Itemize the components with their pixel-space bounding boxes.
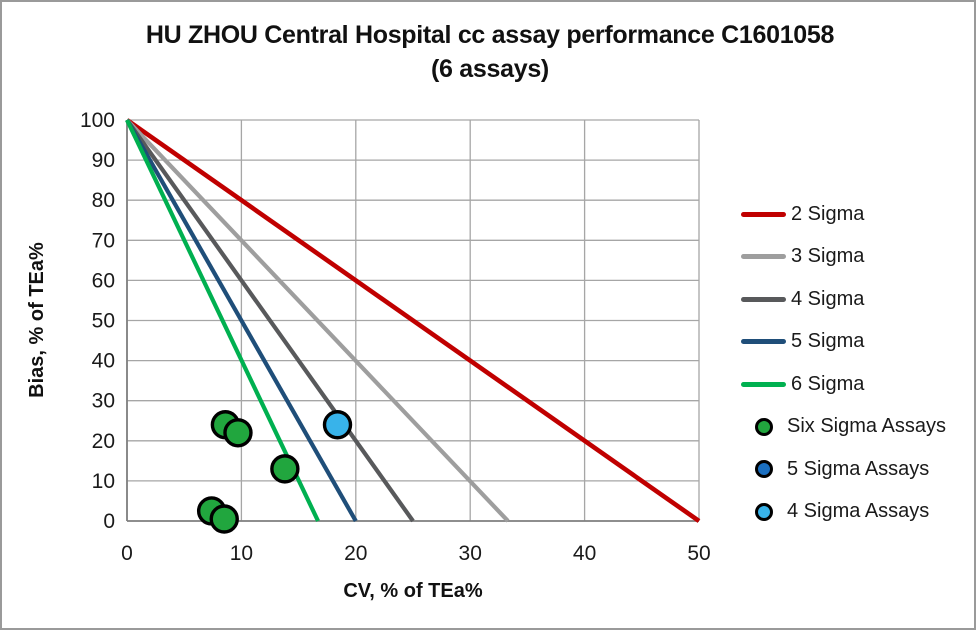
chart-title-line1: HU ZHOU Central Hospital cc assay perfor… — [145, 21, 835, 49]
legend-label-six-sigma-assays: Six Sigma Assays — [787, 415, 946, 438]
legend-label-5-sigma-assays: 5 Sigma Assays — [787, 457, 930, 480]
data-point-4-sigma-assays — [322, 410, 353, 440]
legend-label-2-sigma: 2 Sigma — [791, 202, 865, 225]
x-tick-label: 0 — [121, 542, 133, 565]
y-tick-label: 100 — [80, 109, 115, 132]
legend-label-4-sigma-assays: 4 Sigma Assays — [787, 500, 930, 523]
y-tick-label: 50 — [92, 310, 115, 333]
legend-item-6-sigma: 6 Sigma — [741, 363, 946, 406]
legend-marker-5-sigma-assays — [755, 460, 773, 479]
legend-item-4-sigma: 4 Sigma — [741, 278, 946, 321]
legend-item-4-sigma-assays: 4 Sigma Assays — [741, 491, 946, 534]
y-axis-title: Bias, % of TEa% — [26, 242, 48, 398]
x-tick-label: 10 — [230, 542, 253, 565]
sigma-line-4-sigma — [125, 118, 415, 523]
legend-label-4-sigma: 4 Sigma — [791, 287, 865, 310]
sigma-line-3-sigma — [125, 118, 510, 523]
data-point-six-sigma-assays — [209, 504, 239, 534]
legend-line-swatch-6-sigma — [741, 381, 786, 387]
y-tick-label: 60 — [92, 269, 115, 292]
data-point-six-sigma-assays — [223, 418, 253, 448]
legend-marker-six-sigma-assays — [755, 417, 773, 436]
data-point-six-sigma-assays — [270, 454, 300, 484]
legend-line-swatch-5-sigma — [741, 339, 786, 345]
chart-title: HU ZHOU Central Hospital cc assay perfor… — [2, 18, 974, 86]
legend-marker-4-sigma-assays — [755, 502, 773, 521]
y-tick-label: 70 — [92, 229, 115, 252]
legend-line-swatch-2-sigma — [741, 211, 786, 217]
x-tick-label: 30 — [459, 542, 482, 565]
legend-label-5-sigma: 5 Sigma — [791, 330, 865, 353]
legend-label-6-sigma: 6 Sigma — [791, 372, 865, 395]
legend-line-swatch-4-sigma — [741, 296, 786, 302]
legend: 2 Sigma 3 Sigma 4 Sigma 5 Sigma 6 Sigma Six S… — [741, 193, 946, 533]
legend-item-2-sigma: 2 Sigma — [741, 193, 946, 236]
y-tick-label: 40 — [92, 350, 115, 373]
legend-line-swatch-3-sigma — [741, 254, 786, 260]
legend-item-six-sigma-assays: Six Sigma Assays — [741, 406, 946, 449]
x-tick-label: 20 — [344, 542, 367, 565]
y-tick-label: 90 — [92, 149, 115, 172]
legend-item-5-sigma: 5 Sigma — [741, 321, 946, 364]
y-tick-label: 10 — [92, 470, 115, 493]
chart-title-line2: (6 assays) — [431, 55, 549, 83]
sigma-line-6-sigma — [125, 119, 320, 522]
x-axis-title: CV, % of TEa% — [343, 580, 483, 602]
y-tick-label: 20 — [92, 430, 115, 453]
sigma-line-5-sigma — [125, 118, 358, 523]
y-tick-label: 30 — [92, 390, 115, 413]
sigma-line-2-sigma — [125, 118, 701, 523]
x-tick-label: 40 — [573, 542, 596, 565]
x-tick-label: 50 — [687, 542, 710, 565]
legend-label-3-sigma: 3 Sigma — [791, 245, 865, 268]
y-tick-label: 80 — [92, 189, 115, 212]
y-tick-label: 0 — [103, 510, 115, 533]
legend-item-5-sigma-assays: 5 Sigma Assays — [741, 448, 946, 491]
legend-item-3-sigma: 3 Sigma — [741, 236, 946, 279]
